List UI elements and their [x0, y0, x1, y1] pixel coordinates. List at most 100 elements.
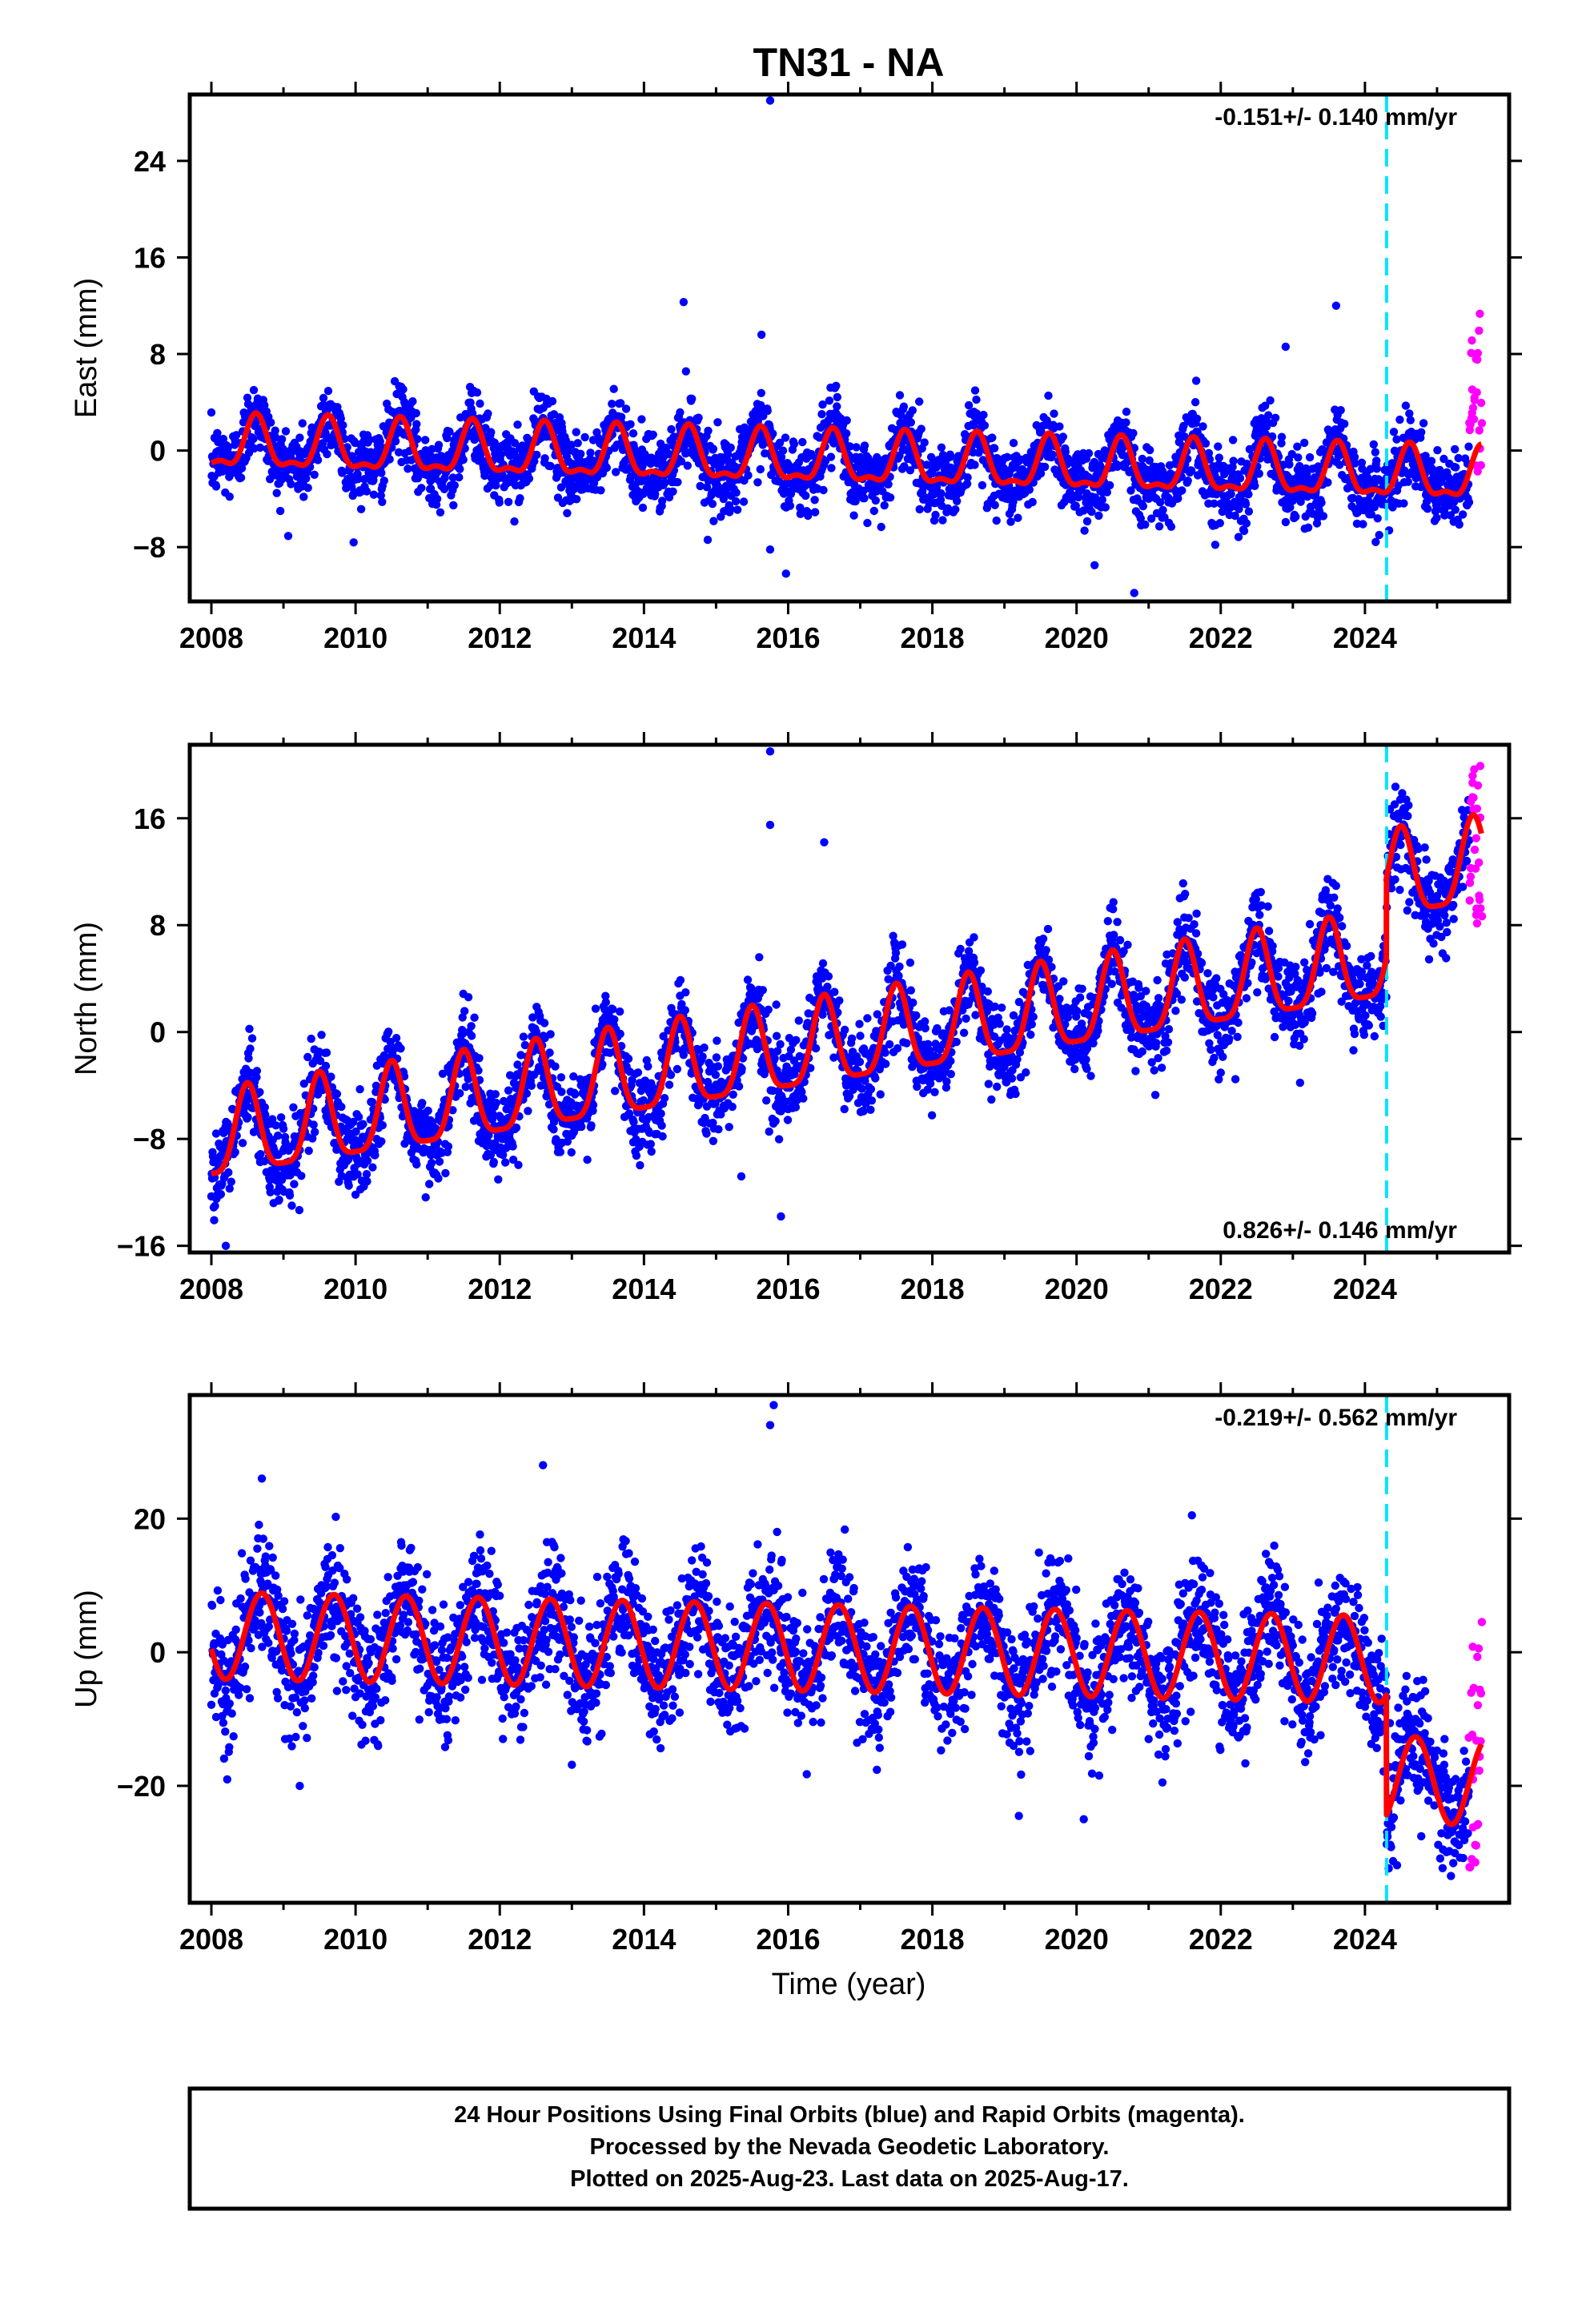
data-point — [712, 1053, 721, 1062]
data-point — [633, 1068, 643, 1077]
data-point — [1300, 438, 1309, 448]
outlier-point — [757, 330, 766, 340]
data-point — [670, 432, 679, 441]
data-point — [354, 1112, 363, 1121]
data-point — [665, 1080, 674, 1089]
data-point — [1406, 416, 1415, 424]
data-point — [1146, 445, 1154, 455]
data-point — [225, 493, 234, 501]
data-point — [524, 1107, 532, 1116]
data-point — [1129, 428, 1138, 438]
data-point — [915, 505, 924, 514]
data-point — [1458, 510, 1468, 519]
data-point — [1178, 486, 1186, 495]
data-point — [271, 433, 280, 442]
data-point — [1122, 408, 1131, 416]
data-point — [327, 1072, 335, 1081]
data-point — [772, 1000, 781, 1009]
data-point — [317, 1031, 326, 1039]
data-point — [487, 428, 496, 436]
data-point — [1228, 436, 1238, 444]
data-point — [530, 456, 539, 466]
data-point — [571, 1090, 580, 1099]
data-point — [611, 1087, 620, 1096]
data-point — [1264, 411, 1273, 420]
data-point — [367, 1097, 377, 1107]
data-point — [287, 1201, 296, 1210]
data-point — [711, 1071, 721, 1080]
data-point — [384, 1027, 393, 1036]
data-point — [609, 384, 618, 393]
data-point — [396, 1044, 405, 1053]
data-point — [938, 516, 947, 525]
data-point — [408, 397, 417, 406]
data-point — [698, 1052, 707, 1061]
data-point — [436, 508, 445, 517]
outlier-point — [765, 96, 775, 105]
data-point — [726, 443, 735, 452]
data-point — [238, 1139, 247, 1148]
y-tick-label: 8 — [150, 338, 166, 371]
data-point — [527, 1081, 536, 1091]
data-point — [881, 1048, 889, 1057]
outlier-point — [1281, 342, 1291, 352]
x-tick-label: 2022 — [1189, 621, 1253, 654]
data-point — [823, 983, 832, 991]
data-point — [734, 1082, 744, 1091]
data-point — [399, 385, 408, 394]
x-tick-label: 2016 — [756, 621, 820, 654]
data-point — [937, 489, 946, 498]
data-point — [857, 1084, 866, 1093]
data-point — [1419, 419, 1428, 428]
data-point — [856, 1031, 865, 1040]
data-point — [778, 446, 788, 455]
data-point — [434, 440, 444, 449]
data-point — [796, 509, 805, 518]
data-point — [677, 456, 686, 466]
data-point — [1432, 513, 1441, 522]
data-point — [775, 438, 785, 448]
data-point — [832, 381, 841, 390]
data-point — [377, 1137, 386, 1146]
data-point — [681, 988, 690, 997]
data-point — [1336, 406, 1345, 415]
data-point — [285, 1191, 295, 1200]
data-point — [1025, 485, 1034, 494]
data-point — [435, 1157, 444, 1166]
data-point — [460, 444, 469, 453]
data-point — [313, 456, 323, 464]
data-point — [391, 1034, 401, 1043]
data-point — [666, 1071, 676, 1080]
data-point — [504, 1086, 513, 1095]
data-point — [302, 474, 311, 483]
data-point — [245, 1024, 254, 1034]
data-point — [492, 1099, 500, 1108]
data-point — [1138, 454, 1147, 464]
data-point — [1373, 514, 1382, 523]
rapid-point — [1465, 425, 1475, 435]
data-point — [1191, 376, 1201, 385]
data-point — [295, 433, 304, 442]
data-point — [833, 392, 842, 402]
data-point — [577, 1122, 586, 1132]
data-point — [425, 1180, 434, 1188]
data-point — [359, 1120, 367, 1128]
data-point — [1166, 522, 1176, 531]
data-point — [1340, 420, 1349, 428]
data-point — [339, 420, 347, 430]
data-point — [733, 505, 742, 514]
data-point — [951, 505, 960, 514]
data-point — [260, 400, 269, 410]
x-tick-label: 2010 — [323, 621, 387, 654]
data-point — [1317, 498, 1326, 507]
data-point — [826, 452, 836, 461]
data-point — [852, 443, 861, 452]
data-point — [626, 420, 635, 428]
data-point — [440, 485, 449, 493]
data-point — [860, 441, 869, 450]
data-point — [810, 508, 820, 517]
data-point — [1372, 456, 1381, 465]
data-point — [1199, 422, 1207, 431]
data-point — [553, 464, 562, 472]
